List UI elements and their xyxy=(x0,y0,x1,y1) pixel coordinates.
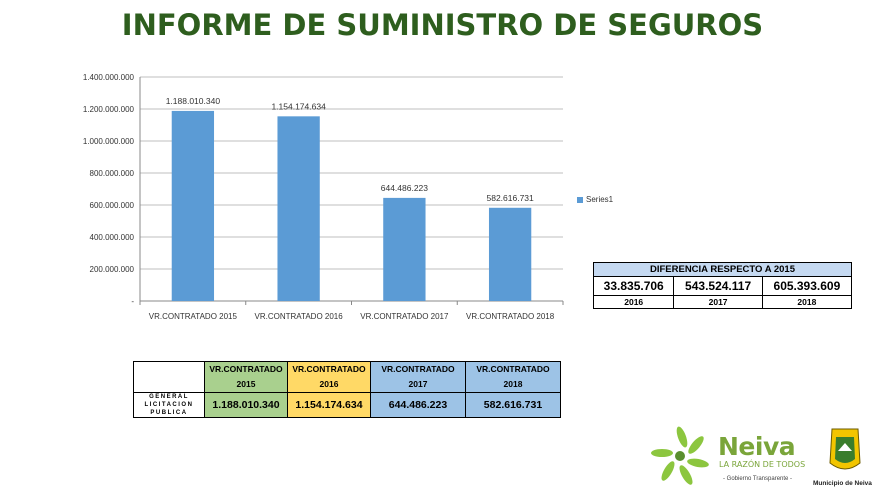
row-label-line: LICITACION xyxy=(144,402,194,408)
header-line: VR.CONTRATADO xyxy=(209,364,283,374)
neiva-flower-icon xyxy=(651,426,709,485)
bar xyxy=(488,207,532,301)
bar-chart: 1.400.000.000 1.200.000.000 1.000.000.000 8… xyxy=(83,73,564,321)
summary-header-2015: VR.CONTRATADO 2015 xyxy=(204,361,288,393)
header-year: 2015 xyxy=(236,379,256,389)
header-line: VR.CONTRATADO xyxy=(381,364,455,374)
y-tick-label: 400.000.000 xyxy=(90,233,135,242)
municipality-name: Municipio de Neiva xyxy=(813,480,872,487)
x-tick-label: VR.CONTRATADO 2015 xyxy=(149,312,238,321)
difference-value-2017: 543.524.117 xyxy=(673,276,763,296)
bar xyxy=(383,197,426,301)
x-tick-label: VR.CONTRATADO 2017 xyxy=(360,312,449,321)
legend-swatch xyxy=(577,196,583,203)
summary-corner xyxy=(133,361,205,393)
municipality-shield-icon xyxy=(829,428,861,470)
summary-value-2018: 582.616.731 xyxy=(465,392,561,418)
y-tick-label: - xyxy=(131,297,134,306)
x-tick-label: VR.CONTRATADO 2018 xyxy=(466,312,555,321)
brand-subtitle: - Gobierno Transparente - xyxy=(723,476,793,482)
bar xyxy=(277,116,320,301)
summary-header-2017: VR.CONTRATADO 2017 xyxy=(370,361,466,393)
summary-row-label: GENERAL LICITACION PUBLICA xyxy=(133,392,205,418)
header-year: 2016 xyxy=(319,379,339,389)
difference-value-2016: 33.835.706 xyxy=(592,276,675,296)
brand-name: Neiva xyxy=(718,432,796,461)
summary-value-2016: 1.154.174.634 xyxy=(287,392,371,418)
summary-table: VR.CONTRATADO 2015 VR.CONTRATADO 2016 VR… xyxy=(133,361,561,418)
header-line: VR.CONTRATADO xyxy=(292,364,366,374)
summary-header-2018: VR.CONTRATADO 2018 xyxy=(465,361,561,393)
brand-tagline: LA RAZÓN DE TODOS xyxy=(719,460,806,469)
summary-header-2016: VR.CONTRATADO 2016 xyxy=(287,361,371,393)
header-year: 2018 xyxy=(503,379,523,389)
neiva-logo xyxy=(651,426,861,485)
bar xyxy=(171,110,215,301)
difference-table: DIFERENCIA RESPECTO A 2015 33.835.706 54… xyxy=(592,262,853,309)
summary-value-2015: 1.188.010.340 xyxy=(204,392,288,418)
header-line: VR.CONTRATADO xyxy=(476,364,550,374)
chart-legend: Series1 xyxy=(577,195,613,204)
y-tick-label: 1.000.000.000 xyxy=(83,137,135,146)
y-tick-label: 1.400.000.000 xyxy=(83,73,135,82)
difference-header: DIFERENCIA RESPECTO A 2015 xyxy=(593,262,852,277)
difference-year-2017: 2017 xyxy=(673,295,763,309)
legend-label: Series1 xyxy=(586,195,614,204)
data-label: 1.188.010.340 xyxy=(166,96,221,106)
page-title: INFORME DE SUMINISTRO DE SEGUROS xyxy=(121,8,764,42)
y-tick-label: 600.000.000 xyxy=(90,201,135,210)
data-label: 1.154.174.634 xyxy=(271,101,326,111)
summary-value-2017: 644.486.223 xyxy=(370,392,466,418)
difference-value-2018: 605.393.609 xyxy=(761,276,853,296)
row-label-line: PUBLICA xyxy=(150,410,188,416)
data-label: 644.486.223 xyxy=(381,183,429,193)
difference-year-2018: 2018 xyxy=(761,295,853,309)
data-label: 582.616.731 xyxy=(486,193,534,203)
y-tick-label: 1.200.000.000 xyxy=(83,105,135,114)
y-tick-label: 800.000.000 xyxy=(90,169,135,178)
difference-year-2016: 2016 xyxy=(592,295,675,309)
row-label-line: GENERAL xyxy=(149,394,189,400)
header-year: 2017 xyxy=(408,379,428,389)
y-tick-label: 200.000.000 xyxy=(90,265,135,274)
x-tick-label: VR.CONTRATADO 2016 xyxy=(255,312,344,321)
